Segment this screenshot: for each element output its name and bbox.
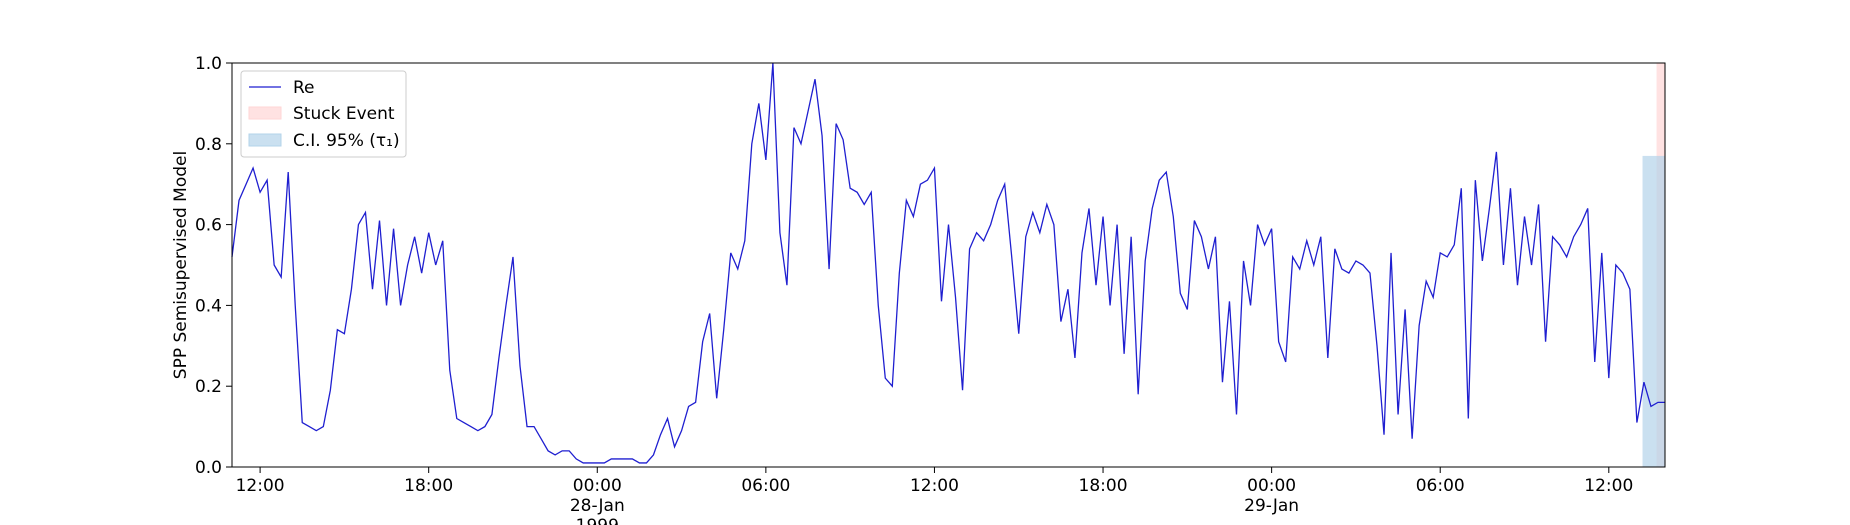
x-tick-label: 06:00 — [741, 476, 790, 496]
span — [1642, 155, 1665, 468]
y-tick-label: 0.2 — [195, 377, 222, 397]
y-tick-label: 0.0 — [195, 458, 222, 478]
legend-box — [240, 70, 407, 158]
line — [231, 62, 1665, 464]
legend-patch — [248, 133, 282, 147]
y-axis-label: SPP Semisupervised Model — [171, 151, 191, 379]
legend-label: Re — [293, 78, 315, 98]
x-tick-label: 12:00 — [1584, 476, 1633, 496]
y-tick-label: 0.8 — [195, 135, 222, 155]
legend-patch — [248, 106, 282, 120]
plot-frame — [231, 62, 1666, 468]
x-tick-label: 18:00 — [1079, 476, 1128, 496]
x-tick-label: 06:00 — [1416, 476, 1465, 496]
y-tick-label: 0.4 — [195, 296, 222, 316]
y-tick-label: 0.6 — [195, 216, 222, 236]
legend-label: Stuck Event — [293, 104, 395, 124]
y-tick-label: 1.0 — [195, 54, 222, 74]
x-tick-label: 12:00 — [910, 476, 959, 496]
x-tick-label: 18:00 — [404, 476, 453, 496]
x-tick-label: 00:00 29-Jan — [1244, 476, 1299, 516]
legend-label: C.I. 95% (τ₁) — [293, 131, 400, 151]
x-tick-label: 12:00 — [236, 476, 285, 496]
